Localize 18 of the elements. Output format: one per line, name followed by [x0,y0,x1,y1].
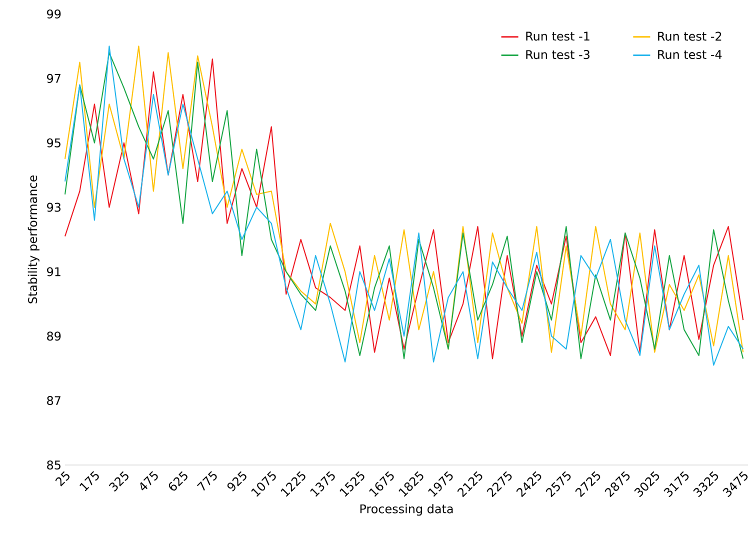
y-tick-label: 91 [47,267,60,276]
y-tick-label: 89 [47,332,61,341]
legend-label: Run test -1 [526,32,590,41]
legend-label: Run test -2 [658,32,722,41]
y-tick-label: 87 [47,396,60,406]
legend-label: Run test -3 [526,50,590,60]
x-tick-label: 475 [140,471,158,490]
x-tick-label: 25 [55,471,70,486]
y-axis-title: Stability performance [28,175,40,304]
y-tick-label: 95 [47,138,60,148]
y-tick-label: 97 [47,74,60,83]
legend-label: Run test -4 [658,50,722,60]
x-tick-label: 625 [168,471,188,491]
y-tick-label: 99 [47,9,61,19]
y-tick-label: 85 [47,460,60,470]
x-axis-title: Processing data [360,504,453,516]
x-tick-label: 775 [196,471,217,491]
y-tick-label: 93 [47,202,61,212]
